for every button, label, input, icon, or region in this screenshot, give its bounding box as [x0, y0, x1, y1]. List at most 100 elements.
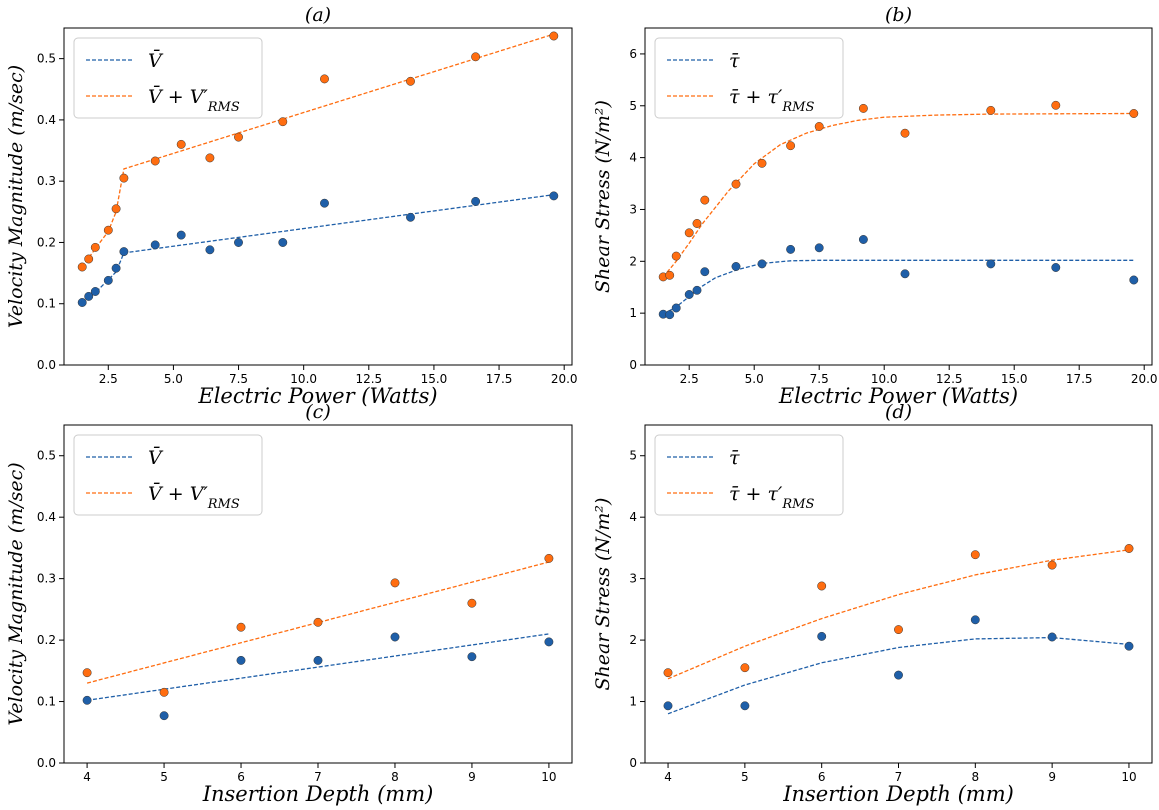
data-point-rms: [176, 139, 186, 149]
x-axis-label: Insertion Depth (mm): [782, 782, 1014, 806]
data-point-mean: [671, 303, 681, 313]
data-point-rms: [731, 179, 741, 189]
y-tick-label: 5: [629, 99, 637, 113]
y-tick-label: 2: [629, 254, 637, 268]
data-point-mean: [77, 298, 87, 307]
legend-label-mean: τ̄: [729, 447, 740, 469]
x-tick-label: 5: [160, 770, 168, 784]
legend-label-mean: V̄: [148, 446, 164, 469]
x-tick-label: 10: [1121, 770, 1136, 784]
x-tick-label: 9: [468, 770, 476, 784]
data-point-rms: [471, 52, 481, 62]
fit-line-rms: [86, 561, 550, 684]
y-tick-label: 0.0: [37, 358, 56, 372]
data-point-mean: [390, 632, 400, 642]
x-tick-label: 5: [741, 770, 749, 784]
y-axis-label: Velocity Magnitude (m/sec): [5, 65, 27, 328]
y-tick-label: 6: [629, 47, 637, 61]
x-tick-label: 12.5: [936, 372, 963, 386]
legend-label-rms: V̄ + V′RMS: [148, 482, 240, 512]
y-tick-label: 3: [629, 572, 637, 586]
y-tick-label: 0: [629, 756, 637, 770]
x-tick-label: 9: [1048, 770, 1056, 784]
y-axis-label: Shear Stress (N/m²): [592, 498, 614, 691]
data-point-rms: [757, 158, 767, 168]
y-tick-label: 0.2: [37, 235, 56, 249]
panel-title: (b): [885, 4, 912, 26]
data-point-rms: [786, 141, 796, 151]
fit-line-rms: [662, 112, 1134, 278]
y-tick-label: 1: [629, 306, 637, 320]
panel-title: (a): [305, 4, 331, 26]
x-tick-label: 8: [391, 770, 399, 784]
x-tick-label: 4: [664, 770, 672, 784]
data-point-rms: [111, 204, 121, 214]
chart-panel-b: (b) 2.5 5.0 7.5 10.0 12.5 15.0 17.5 20.0 0 1 2 3 4 5 6 E…: [592, 4, 1158, 408]
y-tick-label: 5: [629, 449, 637, 463]
x-tick-label: 10.0: [290, 372, 317, 386]
x-axis-label: Electric Power (Watts): [197, 384, 437, 408]
data-point-mean: [665, 310, 675, 320]
chart-panel-a: (a) 2.5 5.0 7.5 10.0 12.5 15.0 17.5 20.0 0.0 0.1 0.…: [5, 4, 578, 408]
x-tick-label: 12.5: [355, 372, 382, 386]
x-axis-label: Electric Power (Watts): [778, 384, 1018, 408]
x-tick-label: 6: [818, 770, 826, 784]
y-axis-label: Velocity Magnitude (m/sec): [5, 462, 27, 725]
data-point-rms: [234, 132, 243, 142]
data-point-rms: [692, 219, 702, 228]
data-point-rms: [390, 578, 400, 588]
data-point-mean: [814, 243, 824, 253]
data-point-rms: [549, 31, 559, 41]
x-tick-label: 8: [971, 770, 979, 784]
data-point-mean: [313, 655, 323, 665]
data-point-mean: [1124, 641, 1134, 651]
fit-line-mean: [662, 259, 1134, 315]
fit-line-mean: [87, 633, 549, 701]
data-point-mean: [684, 290, 694, 299]
y-tick-label: 0.1: [37, 695, 56, 709]
fit-line-rms: [667, 549, 1130, 680]
data-point-mean: [817, 631, 827, 641]
data-point-mean: [692, 285, 702, 295]
data-point-rms: [700, 195, 710, 205]
data-point-rms: [236, 622, 246, 632]
panel-title: (d): [885, 401, 912, 423]
x-tick-label: 7.5: [229, 372, 248, 386]
x-tick-label: 6: [237, 770, 245, 784]
data-point-rms: [150, 156, 160, 166]
data-point-rms: [740, 663, 750, 673]
legend-box: [73, 37, 263, 119]
data-point-rms: [84, 254, 94, 264]
data-point-mean: [278, 238, 288, 247]
data-point-rms: [858, 103, 868, 113]
x-tick-label: 20.0: [1131, 372, 1158, 386]
legend-label-mean: τ̄: [729, 50, 740, 72]
data-point-mean: [406, 212, 415, 222]
y-tick-label: 4: [629, 151, 637, 165]
data-point-mean: [159, 711, 169, 721]
x-tick-label: 10: [541, 770, 556, 784]
chart-panel-d: (d) 4 5 6 7 8 9 10 0 1 2 3 4 5 Insertion Depth (mm) She…: [592, 401, 1153, 806]
legend-label-mean: V̄: [148, 49, 164, 72]
data-point-mean: [740, 701, 750, 711]
data-point-rms: [103, 225, 113, 235]
data-point-mean: [320, 198, 329, 208]
fit-line-rms: [81, 33, 554, 268]
y-tick-label: 0.5: [37, 52, 56, 66]
x-tick-label: 5.0: [164, 372, 183, 386]
y-tick-label: 0.2: [37, 633, 56, 647]
legend: V̄ V̄ + V′RMS: [73, 434, 263, 516]
data-point-rms: [1129, 109, 1139, 118]
data-point-rms: [544, 553, 554, 563]
legend-label-rms: τ̄ + τ′RMS: [729, 483, 814, 512]
x-tick-label: 5.0: [745, 372, 764, 386]
data-point-mean: [663, 701, 673, 711]
data-point-mean: [103, 275, 113, 285]
x-tick-label: 7: [314, 770, 322, 784]
data-point-mean: [894, 670, 903, 680]
data-point-mean: [986, 259, 996, 269]
data-point-mean: [549, 191, 559, 201]
data-point-rms: [814, 122, 824, 131]
y-tick-label: 0.3: [37, 174, 56, 188]
